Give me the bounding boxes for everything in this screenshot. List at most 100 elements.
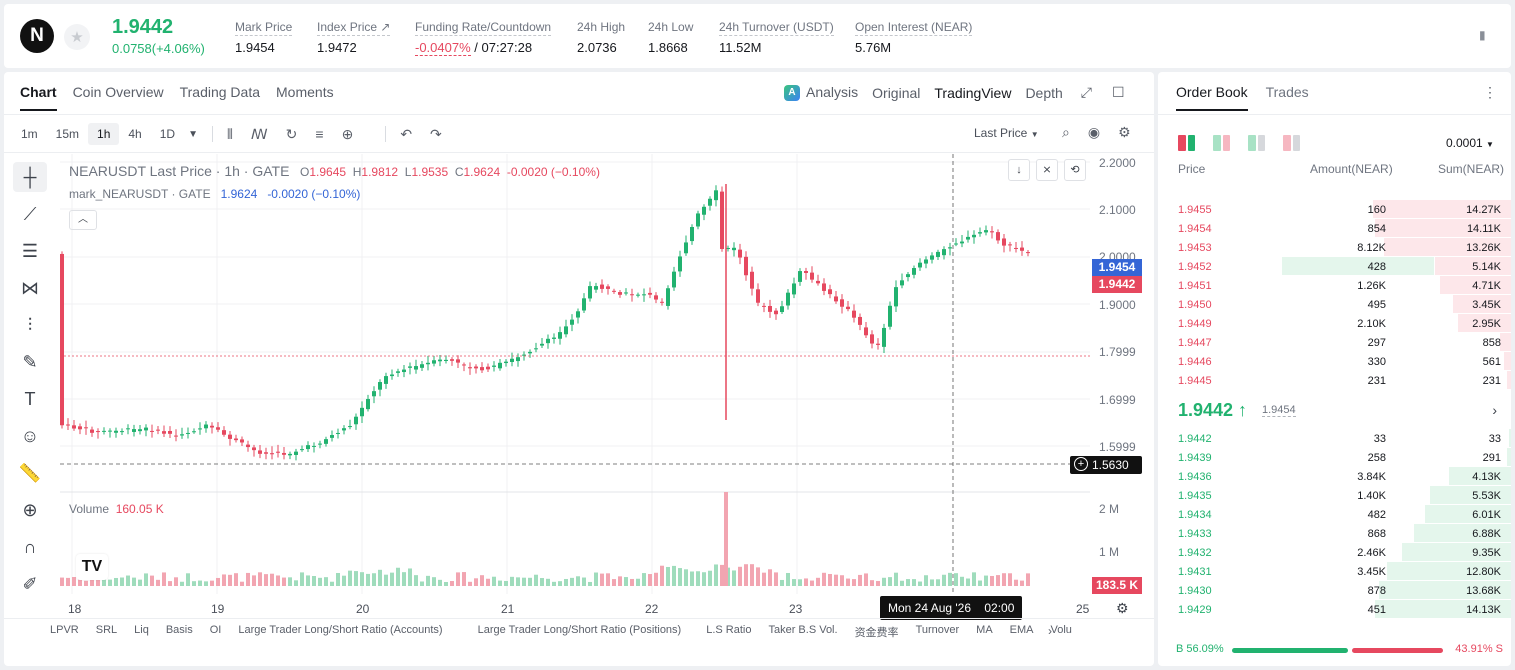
indicator-item[interactable]: OI [209,624,222,636]
more-menu-icon[interactable]: ⋮ [1483,84,1497,100]
ask-row[interactable]: 1.9445 231 231 [1158,371,1511,390]
ruler-tool-icon[interactable]: 📏 [18,462,42,483]
indicator-item[interactable]: SRL [95,624,118,636]
indicator-item[interactable]: EMA [1009,624,1034,636]
bid-row[interactable]: 1.9442 33 33 [1158,429,1511,448]
gear-icon[interactable]: ⚙ [1118,124,1131,140]
bid-row[interactable]: 1.9432 2.46K 9.35K [1158,543,1511,562]
camera-icon[interactable]: ◉ [1087,124,1101,140]
tf-1d[interactable]: 1D [159,127,176,141]
precision-select[interactable]: 0.0001 ▼ [1446,136,1494,150]
tab-analysis[interactable]: A Analysis [784,84,858,102]
bid-row[interactable]: 1.9435 1.40K 5.53K [1158,486,1511,505]
tab-coin-overview[interactable]: Coin Overview [72,84,164,100]
funding-rate[interactable]: -0.0407% [415,40,471,56]
zoom-tool-icon[interactable]: ⊕ [22,499,38,520]
tf-1h[interactable]: 1h [88,123,120,145]
indicator-item[interactable]: Turnover [915,624,960,636]
collapse-icon[interactable]: ⨯ [1036,159,1058,181]
text-tool-icon[interactable]: T [24,388,36,409]
bid-row[interactable]: 1.9430 878 13.68K [1158,581,1511,600]
favorite-star-icon[interactable]: ★ [64,24,90,50]
candle-type-icon[interactable]: ⫴ [226,125,233,142]
open-interest-label[interactable]: Open Interest (NEAR) [855,20,973,36]
bid-row[interactable]: 1.9429 451 14.13K [1158,600,1511,619]
redo-icon[interactable]: ↷ [430,125,442,142]
tab-original[interactable]: Original [872,84,921,101]
replay-icon[interactable]: ↻ [285,125,298,142]
tab-trading-data[interactable]: Trading Data [179,84,261,100]
indicator-item[interactable]: L.S Ratio [706,624,752,636]
ask-row[interactable]: 1.9449 2.10K 2.95K [1158,314,1511,333]
crosshair-price-tag[interactable]: +1.5630 [1070,456,1142,474]
fib-tool-icon[interactable]: ⫶ [27,314,33,335]
ask-row[interactable]: 1.9453 8.12K 13.26K [1158,238,1511,257]
horizontal-lines-tool-icon[interactable]: ☰ [21,240,39,261]
ask-row[interactable]: 1.9454 854 14.11K [1158,219,1511,238]
view-asks-icon[interactable] [1283,135,1300,151]
indicator-item[interactable]: 资金费率 [854,627,899,639]
brush-tool-icon[interactable]: ✎ [22,351,38,372]
chevron-down-icon[interactable]: ▼ [188,128,198,140]
ask-row[interactable]: 1.9455 160 14.27K [1158,200,1511,219]
chevron-right-icon[interactable]: › [1048,624,1052,638]
undo-icon[interactable]: ↶ [400,125,413,142]
book-icon[interactable]: ▮ [1479,28,1486,42]
indicator-item[interactable]: MA [976,624,993,636]
axis-settings-icon[interactable]: ⚙ [1116,600,1129,616]
arrow-down-icon[interactable]: ↓ [1008,159,1030,181]
tab-trades[interactable]: Trades [1265,84,1309,100]
tab-depth[interactable]: Depth [1025,84,1063,101]
emoji-tool-icon[interactable]: ☺ [20,425,40,446]
tf-1m[interactable]: 1m [21,127,38,141]
index-price-label[interactable]: Index Price ↗ [317,20,391,36]
reset-icon[interactable]: ⟲ [1064,159,1086,181]
view-split-icon[interactable] [1213,135,1230,151]
crosshair-tool-icon[interactable]: ┼ [13,162,47,192]
ask-row[interactable]: 1.9446 330 561 [1158,352,1511,371]
chevron-right-icon[interactable]: › [1492,402,1497,418]
bid-row[interactable]: 1.9431 3.45K 12.80K [1158,562,1511,581]
ask-row[interactable]: 1.9452 428 5.14K [1158,257,1511,276]
bid-row[interactable]: 1.9436 3.84K 4.13K [1158,467,1511,486]
tab-tradingview[interactable]: TradingView [934,84,1012,101]
tab-chart[interactable]: Chart [20,84,57,111]
turnover-label[interactable]: 24h Turnover (USDT) [719,20,834,36]
mark-price-label[interactable]: Mark Price [235,20,293,36]
indicator-item[interactable]: Basis [165,624,193,636]
row-sum: 5.14K [1472,261,1501,273]
indicator-item[interactable]: Large Trader Long/Short Ratio (Positions… [477,624,682,636]
bid-row[interactable]: 1.9434 482 6.01K [1158,505,1511,524]
tab-order-book[interactable]: Order Book [1176,84,1248,111]
indicator-item[interactable]: Liq [134,624,149,636]
bid-row[interactable]: 1.9433 868 6.88K [1158,524,1511,543]
last-price-select[interactable]: Last Price ▼ [974,126,1039,140]
collapse-legend-button[interactable]: ︿ [69,210,97,230]
indicator-item[interactable]: Volu [1050,624,1072,636]
indicator-item[interactable]: Taker B.S Vol. [768,624,838,636]
search-icon[interactable]: ⌕ [1062,124,1070,140]
funding-rate-label[interactable]: Funding Rate/Countdown [415,20,552,36]
tab-moments[interactable]: Moments [276,84,334,100]
expand-icon[interactable]: ⤢ [1080,84,1092,101]
view-both-icon[interactable] [1178,135,1195,151]
indicator-item[interactable]: LPVR [50,624,79,636]
indicators-icon[interactable]: ꟿ [250,125,268,142]
templates-icon[interactable]: ≡ [315,126,324,142]
tradingview-logo[interactable]: TV [76,554,108,580]
window-icon[interactable]: ☐ [1112,84,1125,101]
price-chart[interactable] [60,154,1090,594]
magnet-tool-icon[interactable]: ∩ [23,536,37,557]
ask-row[interactable]: 1.9447 297 858 [1158,333,1511,352]
tf-4h[interactable]: 4h [128,127,142,141]
tf-15m[interactable]: 15m [55,127,80,141]
ask-row[interactable]: 1.9451 1.26K 4.71K [1158,276,1511,295]
view-bids-icon[interactable] [1248,135,1265,151]
pencil-tool-icon[interactable]: ✐ [22,573,38,594]
pattern-tool-icon[interactable]: ⋈ [21,277,39,298]
indicator-item[interactable]: Large Trader Long/Short Ratio (Accounts) [238,624,443,636]
add-indicator-icon[interactable]: ⊕ [341,125,354,142]
trendline-tool-icon[interactable]: ⟋ [23,203,37,224]
bid-row[interactable]: 1.9439 258 291 [1158,448,1511,467]
ask-row[interactable]: 1.9450 495 3.45K [1158,295,1511,314]
